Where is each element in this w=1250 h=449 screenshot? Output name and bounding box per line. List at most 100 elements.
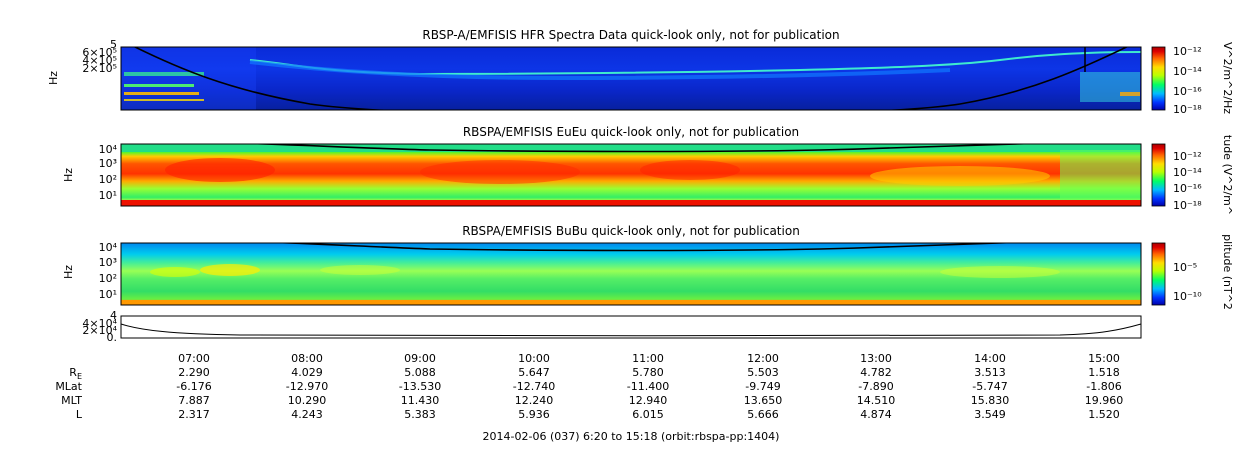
- panel-hfr: RBSP-A/EMFISIS HFR Spectra Data quick-lo…: [47, 28, 1234, 116]
- x-tick-label: 09:00: [404, 352, 436, 365]
- ephemeris-value: 7.887: [178, 394, 210, 407]
- colorbar-tick-label: 10⁻⁵: [1173, 261, 1197, 274]
- ephemeris-value: 11.430: [401, 394, 440, 407]
- ephemeris-value: 1.520: [1088, 408, 1120, 421]
- spectrogram: [121, 243, 1141, 305]
- colorbar-tick-label: 10⁻¹⁸: [1173, 103, 1202, 116]
- ephemeris-value: -5.747: [972, 380, 1007, 393]
- y-top-label: 5: [110, 38, 117, 51]
- ephemeris-value: 10.290: [288, 394, 327, 407]
- ephemeris-value: 5.088: [404, 366, 436, 379]
- y-tick-label: 10⁴: [99, 143, 118, 156]
- plot-frame: [120, 46, 1142, 111]
- colorbar-tick-label: 10⁻¹²: [1173, 45, 1202, 58]
- colorbar-label: V^2/m^2/Hz: [1221, 42, 1234, 114]
- colorbar-label: plitude (nT^2: [1221, 234, 1234, 310]
- ephemeris-row-label: MLT: [61, 394, 82, 407]
- ephemeris-value: 3.513: [974, 366, 1006, 379]
- density-curve: [133, 47, 1129, 110]
- ephemeris-value: -6.176: [176, 380, 211, 393]
- panel-title: RBSP-A/EMFISIS HFR Spectra Data quick-lo…: [422, 28, 839, 42]
- ephemeris-row-label: MLat: [55, 380, 82, 393]
- ephemeris-value: 6.015: [632, 408, 664, 421]
- colorbar-tick-label: 10⁻¹⁴: [1173, 65, 1202, 78]
- ephemeris-value: -12.740: [513, 380, 555, 393]
- ephemeris-value: 14.510: [857, 394, 896, 407]
- ephemeris-value: 12.240: [515, 394, 554, 407]
- y-tick-label: 2×10⁴: [82, 324, 117, 337]
- ephemeris-value: 5.936: [518, 408, 550, 421]
- colorbar-tick-label: 10⁻¹⁰: [1173, 290, 1202, 303]
- ephemeris-value: 5.780: [632, 366, 664, 379]
- x-tick-label: 10:00: [518, 352, 550, 365]
- ephemeris-value: 2.317: [178, 408, 210, 421]
- colorbar: 10⁻¹² 10⁻¹⁴ 10⁻¹⁶ 10⁻¹⁸ V^2/m^2/Hz: [1151, 42, 1234, 116]
- y-tick-label: 10²: [99, 272, 117, 285]
- y-tick-label: 10³: [99, 157, 117, 170]
- x-tick-label: 14:00: [974, 352, 1006, 365]
- y-top-label: 4: [110, 309, 117, 322]
- ephemeris-value: -7.890: [858, 380, 893, 393]
- y-axis-label: Hz: [47, 71, 60, 85]
- x-tick-label: 13:00: [860, 352, 892, 365]
- ephemeris-row-label: RE: [69, 366, 82, 381]
- panel-bubu: RBSPA/EMFISIS BuBu quick-look only, not …: [62, 224, 1234, 310]
- plot-frame: [120, 315, 1142, 339]
- y-tick-label: 0.: [107, 331, 118, 344]
- colorbar: 10⁻⁵ 10⁻¹⁰ plitude (nT^2: [1151, 234, 1234, 310]
- y-axis-label: Hz: [62, 265, 75, 279]
- ephemeris-value: 4.029: [291, 366, 323, 379]
- colorbar-label: tude (V^2/m^: [1221, 135, 1234, 215]
- ephemeris-row-label: L: [76, 408, 83, 421]
- ephemeris-value: 4.782: [860, 366, 892, 379]
- ephemeris-value: 5.503: [747, 366, 779, 379]
- footer-caption: 2014-02-06 (037) 6:20 to 15:18 (orbit:rb…: [483, 430, 780, 443]
- y-axis-label: Hz: [62, 168, 75, 182]
- panel-title: RBSPA/EMFISIS BuBu quick-look only, not …: [462, 224, 800, 238]
- x-tick-label: 12:00: [747, 352, 779, 365]
- colorbar-tick-label: 10⁻¹²: [1173, 150, 1202, 163]
- y-tick-label: 10¹: [99, 189, 117, 202]
- ephemeris-value: 12.940: [629, 394, 668, 407]
- colorbar-tick-label: 10⁻¹⁶: [1173, 85, 1202, 98]
- colorbar: 10⁻¹² 10⁻¹⁴ 10⁻¹⁶ 10⁻¹⁸ tude (V^2/m^: [1151, 135, 1234, 215]
- y-tick-label: 4×10⁵: [82, 54, 117, 67]
- y-tick-label: 10³: [99, 256, 117, 269]
- colorbar-tick-label: 10⁻¹⁴: [1173, 166, 1202, 179]
- y-tick-label: 10²: [99, 173, 117, 186]
- spectrogram: [121, 144, 1141, 206]
- x-tick-label: 07:00: [178, 352, 210, 365]
- y-tick-label: 2×10⁵: [82, 62, 117, 75]
- ephemeris-value: 5.666: [747, 408, 779, 421]
- colorbar-tick-label: 10⁻¹⁸: [1173, 199, 1202, 212]
- y-tick-label: 4×10⁴: [82, 317, 117, 330]
- panel-title: RBSPA/EMFISIS EuEu quick-look only, not …: [463, 125, 799, 139]
- ephemeris-value: 19.960: [1085, 394, 1124, 407]
- y-tick-label: 10⁴: [99, 241, 118, 254]
- y-tick-label: 6×10⁵: [82, 46, 117, 59]
- ephemeris-value: 1.518: [1088, 366, 1120, 379]
- panel-line: 4 4×10⁴ 2×10⁴ 0.: [82, 309, 1142, 344]
- ephemeris-value: 5.383: [404, 408, 436, 421]
- x-tick-label: 11:00: [632, 352, 664, 365]
- x-axis: 07:00 08:00 09:00 10:00 11:00 12:00 13:0…: [178, 352, 1120, 365]
- spectrogram: [121, 47, 1141, 110]
- x-tick-label: 15:00: [1088, 352, 1120, 365]
- ephemeris-value: 4.874: [860, 408, 892, 421]
- line-series: [120, 323, 1142, 337]
- ephemeris-value: 13.650: [744, 394, 783, 407]
- panel-eueu: RBSPA/EMFISIS EuEu quick-look only, not …: [62, 125, 1234, 215]
- plot-frame: [120, 242, 1142, 306]
- ephemeris-values: 2.290 4.029 5.088 5.647 5.780 5.503 4.782 3.513…: [176, 366, 1123, 421]
- ephemeris-value: 15.830: [971, 394, 1010, 407]
- y-tick-label: 10¹: [99, 288, 117, 301]
- ephemeris-value: -13.530: [399, 380, 441, 393]
- colorbar-tick-label: 10⁻¹⁶: [1173, 182, 1202, 195]
- ephemeris-value: 3.549: [974, 408, 1006, 421]
- density-curve: [245, 144, 1045, 153]
- ephemeris-value: -1.806: [1086, 380, 1121, 393]
- ephemeris-value: -9.749: [745, 380, 780, 393]
- ephemeris-value: -11.400: [627, 380, 669, 393]
- x-tick-label: 08:00: [291, 352, 323, 365]
